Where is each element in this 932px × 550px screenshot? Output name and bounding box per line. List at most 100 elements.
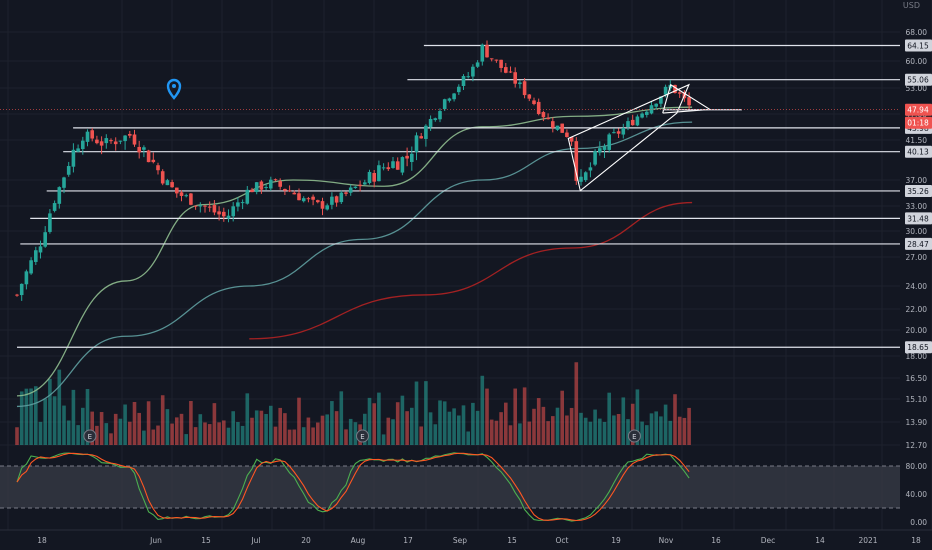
- candle-body: [109, 140, 113, 142]
- candle-body: [90, 130, 94, 139]
- volume-bar: [99, 412, 104, 445]
- candle-body: [574, 141, 579, 181]
- volume-bar: [372, 403, 376, 445]
- volume-bar: [52, 396, 57, 445]
- candle-body: [34, 250, 38, 262]
- stoch-d-line: [16, 452, 690, 522]
- candle-body: [583, 172, 588, 181]
- candle-body: [410, 153, 414, 162]
- candle-body: [222, 211, 226, 217]
- earnings-marker-circle: [83, 429, 97, 443]
- candle-body: [278, 181, 282, 187]
- volume-bar: [43, 398, 47, 445]
- volume-bar: [621, 397, 626, 445]
- volume-bar: [348, 418, 353, 445]
- volume-bar: [475, 410, 480, 445]
- candle-body: [207, 206, 212, 208]
- volume-bar: [283, 413, 287, 445]
- candle-body: [377, 165, 381, 182]
- time-axis: 18 Jun 15 Jul 20 Aug 17 Sep 15 Oct 19 Nov 16 Dec 14 202…: [0, 529, 932, 545]
- volume-bar: [574, 362, 579, 445]
- volume-bar: [588, 421, 593, 445]
- candle-body: [137, 146, 141, 153]
- map-pin-icon[interactable]: [166, 78, 182, 100]
- volume-bar: [424, 381, 428, 445]
- level-label: 28.47: [907, 240, 929, 249]
- volume-bar: [104, 423, 109, 445]
- last-price-box: [905, 103, 932, 116]
- volume-bar: [184, 434, 188, 445]
- volume-bar: [598, 418, 602, 445]
- level-label-box: [905, 73, 932, 86]
- volume-bar: [677, 416, 682, 445]
- volume-bar: [353, 422, 358, 445]
- candle-body: [504, 67, 508, 73]
- volume-bar: [452, 408, 456, 445]
- time-tick-label: 19: [611, 536, 621, 545]
- candle-body: [395, 161, 400, 170]
- volume-bar: [367, 397, 372, 445]
- volume-bar: [15, 427, 19, 445]
- volume-bar: [649, 413, 654, 445]
- volume-bar: [494, 420, 499, 445]
- candle-body: [663, 86, 668, 95]
- candle-body: [442, 99, 447, 110]
- volume-bar: [198, 414, 203, 445]
- price-unit-label: USD: [903, 1, 920, 10]
- candle-body: [649, 105, 654, 114]
- candle-body: [95, 139, 99, 144]
- level-label: 64.15: [907, 42, 929, 51]
- candle-body: [438, 111, 442, 120]
- candle-body: [344, 192, 348, 194]
- candle-body: [654, 103, 658, 107]
- volume-bar: [311, 427, 315, 445]
- candle-body: [334, 196, 339, 203]
- candle-body: [24, 271, 29, 285]
- volume-bar: [24, 388, 29, 445]
- volume-bar: [259, 410, 264, 445]
- candle-body: [616, 131, 621, 134]
- volume-bar: [518, 423, 522, 445]
- candle-body: [301, 198, 306, 202]
- price-tick-label: 18.00: [906, 352, 928, 361]
- candle-body: [513, 72, 517, 84]
- volume-bar: [278, 407, 282, 445]
- volume-bar: [273, 426, 278, 445]
- stoch-tick-label: 0.00: [910, 518, 927, 527]
- candle-body: [71, 149, 76, 167]
- volume-bar: [616, 414, 621, 445]
- volume-bar: [301, 427, 306, 445]
- candle-body: [29, 260, 33, 274]
- volume-bar: [428, 412, 433, 445]
- volume-bar: [569, 407, 574, 445]
- volume-bar: [297, 397, 301, 445]
- volume-bar: [306, 417, 311, 445]
- candle-body: [104, 138, 109, 144]
- candle-body: [99, 141, 104, 146]
- candle-body: [381, 167, 386, 169]
- volume-bar: [410, 407, 414, 445]
- candle-body: [551, 121, 555, 128]
- volume-bar: [29, 388, 33, 445]
- candle-body: [466, 76, 470, 78]
- candle-body: [212, 205, 217, 213]
- candle-body: [447, 98, 452, 101]
- candle-body: [81, 140, 85, 150]
- volume-bar: [339, 391, 344, 445]
- candle-body: [128, 133, 132, 136]
- candle-body: [630, 119, 635, 126]
- candle-body: [198, 205, 203, 207]
- volume-bar: [175, 417, 179, 445]
- level-label-box: [905, 145, 932, 158]
- candle-body: [386, 167, 391, 170]
- candle-body: [330, 196, 334, 205]
- candle-body: [532, 100, 536, 104]
- volume-bar: [71, 389, 76, 445]
- volume-bar: [203, 422, 207, 445]
- volume-bar: [579, 412, 583, 445]
- candle-body: [170, 182, 174, 188]
- price-tick-label: 37.00: [906, 176, 928, 185]
- price-tick-label: 68.00: [906, 28, 928, 37]
